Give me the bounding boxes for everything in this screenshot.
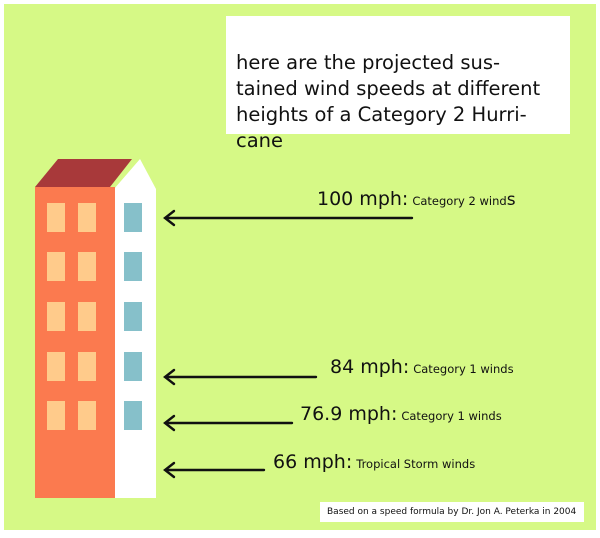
wind-label-level-4: 66 mph: Tropical Storm winds (273, 451, 475, 473)
building-roof (35, 159, 132, 187)
arrows (163, 209, 414, 479)
wind-category-level-1: Category 2 wind (412, 194, 507, 208)
arrow-level-2 (163, 368, 318, 386)
wind-label-level-2: 84 mph: Category 1 winds (330, 356, 514, 378)
wind-speed-level-3: 76.9 mph: (300, 403, 398, 425)
front-window (78, 203, 96, 232)
front-window (47, 203, 65, 232)
front-window (47, 352, 65, 381)
wind-label-level-3: 76.9 mph: Category 1 winds (300, 403, 502, 425)
diagram-canvas: here are the projected sus- tained wind … (4, 4, 596, 530)
arrow-level-1 (163, 209, 414, 227)
wind-speed-level-4: 66 mph: (273, 451, 353, 473)
wind-speed-level-1: 100 mph: (317, 188, 409, 210)
title-box: here are the projected sus- tained wind … (226, 16, 570, 152)
front-window (78, 252, 96, 281)
front-window (78, 352, 96, 381)
side-window (124, 401, 142, 430)
wind-category-level-2: Category 1 winds (413, 362, 514, 376)
side-window (124, 302, 142, 331)
front-window (78, 302, 96, 331)
arrow-level-3 (163, 414, 294, 432)
side-window (124, 203, 142, 232)
front-windows (47, 203, 96, 430)
side-windows (124, 203, 142, 430)
wind-label-level-1: 100 mph: Category 2 winds (317, 188, 516, 210)
diagram-title: here are the projected sus- tained wind … (236, 51, 541, 152)
side-window (124, 252, 142, 281)
side-window (124, 352, 142, 381)
front-window (78, 401, 96, 430)
wind-category-tail-level-1: s (506, 190, 516, 210)
front-window (47, 401, 65, 430)
building-front-wall (35, 187, 115, 498)
wind-category-level-4: Tropical Storm winds (356, 457, 476, 471)
source-text: Based on a speed formula by Dr. Jon A. P… (327, 507, 577, 517)
wind-speed-level-2: 84 mph: (330, 356, 410, 378)
source-note: Based on a speed formula by Dr. Jon A. P… (320, 502, 584, 522)
arrow-level-4 (163, 461, 266, 479)
front-window (47, 252, 65, 281)
wind-category-level-3: Category 1 winds (401, 409, 502, 423)
building-illustration (35, 159, 414, 498)
front-window (47, 302, 65, 331)
